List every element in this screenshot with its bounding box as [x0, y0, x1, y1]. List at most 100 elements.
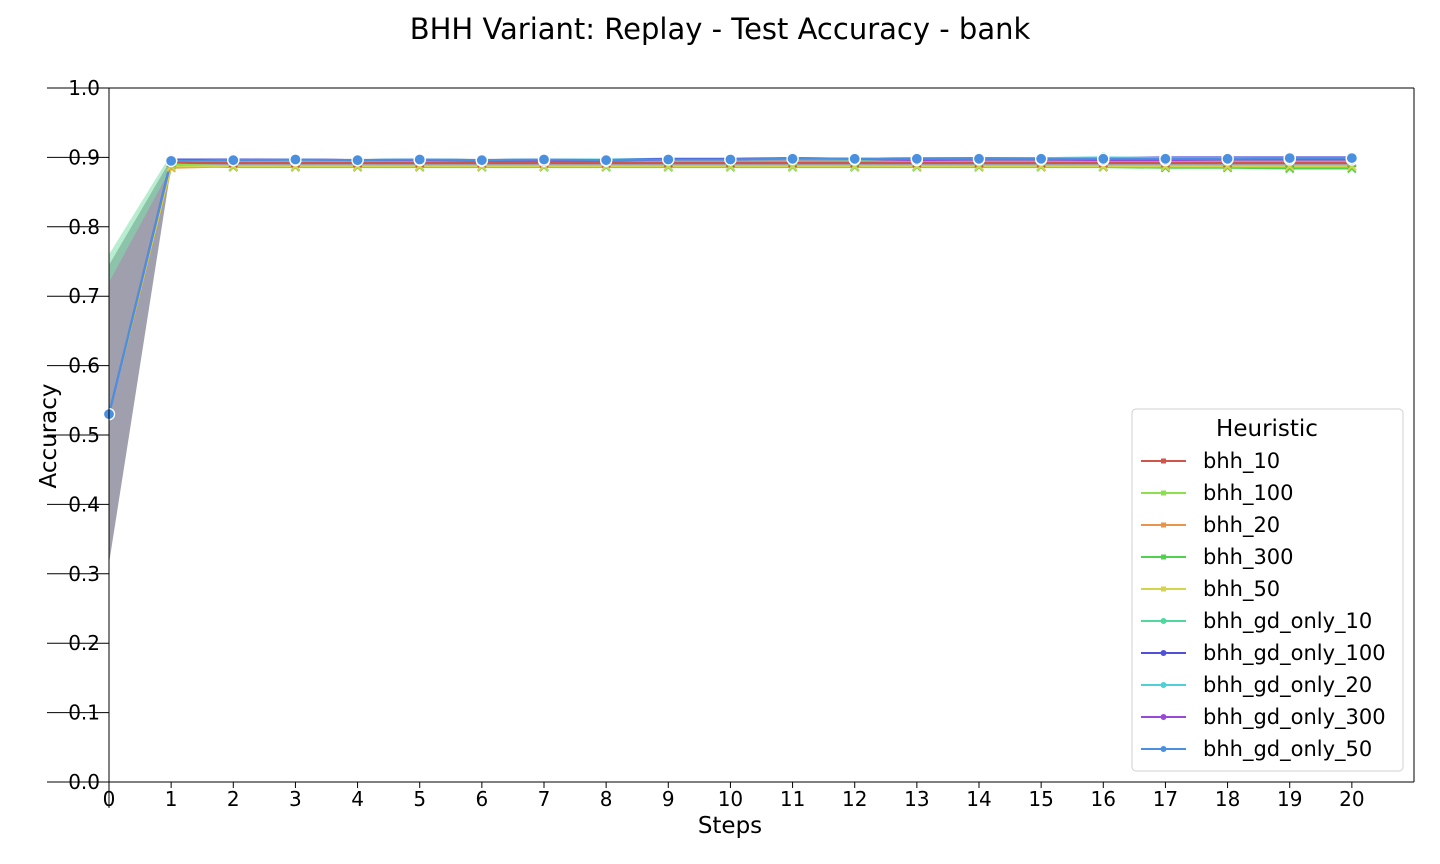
x-tick-label: 18 — [1215, 787, 1240, 811]
legend-swatch-marker — [1160, 618, 1167, 624]
series-line-bhh_gd_only_20 — [108, 156, 1352, 415]
y-tick-label: 0.3 — [68, 562, 100, 586]
legend-item-bhh_100: bhh_100 — [1141, 481, 1294, 506]
legend-items: bhh_10 bhh_100 bhh_20 bhh_300 bhh_50 bhh_gd_o… — [1141, 449, 1386, 762]
legend-label: bhh_gd_only_10 — [1203, 609, 1372, 634]
point-bhh_gd_only_50 — [289, 153, 302, 166]
series-line-bhh_100 — [108, 163, 1352, 415]
legend-swatch-marker — [1161, 490, 1166, 496]
y-tick-label: 0.7 — [68, 284, 100, 308]
x-tick-label: 11 — [780, 787, 805, 811]
legend-swatch-marker — [1160, 682, 1167, 688]
legend: Heuristic bhh_10bhh_100bhh_20bhh_300bhh_… — [1131, 408, 1404, 772]
legend-swatch-marker — [1161, 554, 1166, 560]
point-bhh_gd_only_50 — [351, 154, 364, 167]
point-bhh_gd_only_50 — [227, 154, 240, 167]
point-bhh_gd_only_50 — [1035, 152, 1048, 165]
point-bhh_gd_only_50 — [1345, 151, 1358, 165]
point-bhh_gd_only_50 — [1097, 152, 1110, 165]
series-line-bhh_gd_only_100 — [108, 156, 1352, 415]
legend-label: bhh_gd_only_20 — [1203, 673, 1372, 698]
series-line-bhh_300 — [108, 164, 1352, 415]
x-axis-ticks: 0 1 2 3 4 5 6 7 8 9 10 11 12 13 14 15 16 17 18 19 20 — [103, 782, 1365, 811]
series-line-bhh_gd_only_10 — [108, 157, 1352, 415]
point-bhh_gd_only_50 — [537, 153, 551, 166]
x-tick-label: 14 — [966, 787, 991, 811]
x-tick-label: 7 — [538, 787, 551, 811]
legend-item-bhh_gd_only_10: bhh_gd_only_10 — [1141, 609, 1372, 634]
legend-item-bhh_gd_only_100: bhh_gd_only_100 — [1141, 641, 1386, 666]
legend-item-bhh_gd_only_50: bhh_gd_only_50 — [1141, 737, 1372, 762]
series-line-bhh_gd_only_300 — [108, 157, 1352, 415]
chart-title: BHH Variant: Replay - Test Accuracy - ba… — [410, 12, 1031, 46]
confidence-bands — [109, 153, 1352, 564]
x-tick-label: 6 — [475, 787, 488, 811]
point-bhh_gd_only_50 — [1159, 152, 1172, 165]
x-tick-label: 16 — [1091, 787, 1116, 811]
legend-item-bhh_gd_only_20: bhh_gd_only_20 — [1141, 673, 1372, 698]
x-tick-label: 15 — [1028, 787, 1053, 811]
legend-label: bhh_10 — [1203, 449, 1280, 474]
y-tick-label: 0.5 — [68, 423, 100, 447]
y-axis-label: Accuracy — [36, 383, 62, 488]
legend-item-bhh_50: bhh_50 — [1141, 577, 1280, 602]
point-bhh_gd_only_50 — [600, 154, 613, 167]
legend-label: bhh_50 — [1203, 577, 1280, 602]
y-tick-label: 0.6 — [68, 354, 100, 378]
point-bhh_gd_only_50 — [848, 152, 861, 165]
x-tick-label: 2 — [227, 787, 240, 811]
point-bhh_gd_only_50 — [972, 152, 986, 165]
variance-band-upper — [109, 153, 172, 283]
point-bhh_gd_only_50 — [413, 153, 426, 166]
series-markers — [102, 151, 1358, 421]
x-tick-label: 20 — [1339, 787, 1364, 811]
point-bhh_gd_only_50 — [786, 152, 799, 165]
point-bhh_gd_only_50 — [724, 153, 737, 166]
point-bhh_gd_only_50 — [1221, 152, 1234, 165]
series-line-bhh_50 — [108, 165, 1352, 415]
legend-swatch-marker — [1161, 522, 1166, 528]
point-bhh_300 — [1285, 163, 1295, 174]
y-axis-ticks: 0.0 0.1 0.2 0.3 0.4 0.5 0.6 0.7 0.8 0.9 1.0 — [47, 76, 109, 794]
point-x-stroke — [1347, 163, 1357, 174]
point-bhh_gd_only_50 — [662, 153, 675, 166]
legend-frame — [1131, 408, 1404, 772]
x-tick-label: 17 — [1153, 787, 1178, 811]
y-tick-label: 1.0 — [68, 76, 100, 100]
legend-label: bhh_100 — [1203, 481, 1294, 506]
legend-item-bhh_10: bhh_10 — [1141, 449, 1280, 474]
series-line-bhh_10 — [108, 161, 1352, 415]
legend-swatch-marker — [1160, 714, 1167, 720]
legend-label: bhh_gd_only_50 — [1203, 737, 1372, 762]
x-tick-label: 12 — [842, 787, 867, 811]
legend-swatch-marker — [1160, 746, 1167, 752]
x-tick-label: 3 — [289, 787, 302, 811]
legend-item-bhh_gd_only_300: bhh_gd_only_300 — [1141, 705, 1386, 730]
legend-label: bhh_20 — [1203, 513, 1280, 538]
point-bhh_gd_only_50 — [1283, 151, 1296, 165]
legend-swatch-marker — [1161, 586, 1166, 592]
x-tick-label: 5 — [413, 787, 426, 811]
legend-swatch-marker — [1161, 458, 1166, 464]
y-tick-label: 0.1 — [68, 701, 100, 725]
x-axis-label: Steps — [698, 813, 762, 839]
legend-title: Heuristic — [1216, 416, 1318, 442]
point-bhh_gd_only_50 — [910, 152, 923, 165]
legend-item-bhh_300: bhh_300 — [1141, 545, 1294, 570]
point-bhh_300 — [1347, 163, 1357, 174]
y-tick-label: 0.2 — [68, 631, 100, 655]
series-line-bhh_20 — [108, 165, 1352, 415]
x-tick-label: 8 — [600, 787, 613, 811]
y-tick-label: 0.9 — [68, 145, 100, 169]
legend-label: bhh_300 — [1203, 545, 1294, 570]
x-tick-label: 10 — [718, 787, 743, 811]
x-tick-label: 1 — [165, 787, 178, 811]
x-tick-label: 19 — [1277, 787, 1302, 811]
series-lines — [108, 156, 1352, 415]
y-tick-label: 0.4 — [68, 492, 100, 516]
x-tick-label: 4 — [351, 787, 364, 811]
legend-label: bhh_gd_only_100 — [1203, 641, 1386, 666]
y-tick-label: 0.0 — [68, 770, 100, 794]
